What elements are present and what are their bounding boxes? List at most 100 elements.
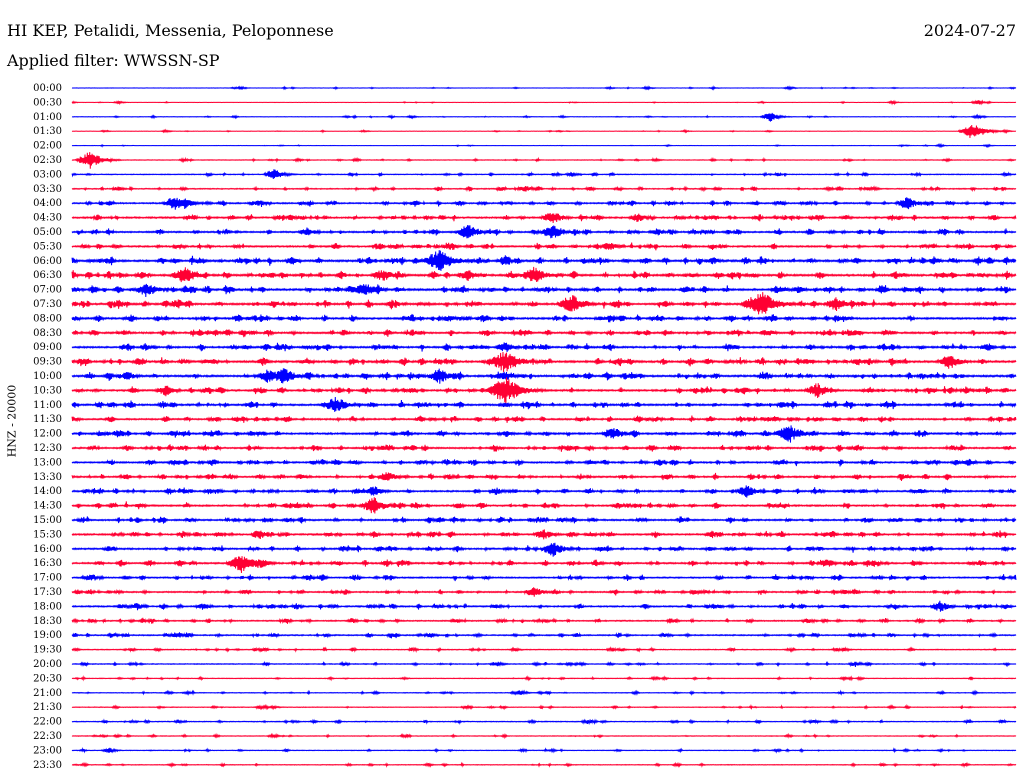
row-time-label: 08:00 xyxy=(33,313,62,324)
row-time-label: 19:30 xyxy=(33,645,62,656)
row-time-label: 04:00 xyxy=(33,198,62,209)
row-time-label: 13:00 xyxy=(33,457,62,468)
seismic-trace xyxy=(71,292,1017,315)
row-time-label: 09:00 xyxy=(33,342,62,353)
plot-date: 2024-07-27 xyxy=(923,21,1016,40)
seismic-trace xyxy=(71,351,1017,373)
row-time-label: 20:00 xyxy=(33,659,62,670)
row-time-label: 17:00 xyxy=(33,573,62,584)
row-time-label: 21:00 xyxy=(33,688,62,699)
seismic-trace xyxy=(71,328,1017,338)
row-time-label: 18:00 xyxy=(33,601,62,612)
seismic-trace xyxy=(71,574,1017,582)
seismic-trace xyxy=(71,675,1017,682)
seismic-trace xyxy=(71,283,1017,297)
row-time-label: 14:00 xyxy=(33,486,62,497)
seismic-trace xyxy=(71,529,1017,540)
seismic-trace xyxy=(71,99,1017,106)
row-time-label: 09:30 xyxy=(33,357,62,368)
row-time-label: 01:30 xyxy=(33,126,62,137)
row-time-label: 06:30 xyxy=(33,270,62,281)
row-time-label: 07:00 xyxy=(33,285,62,296)
seismic-trace xyxy=(71,242,1017,251)
seismic-trace xyxy=(71,85,1017,91)
seismic-trace xyxy=(71,646,1017,653)
row-time-label: 12:00 xyxy=(33,429,62,440)
seismic-trace xyxy=(71,703,1017,711)
seismic-trace xyxy=(71,342,1017,353)
row-time-label: 19:00 xyxy=(33,630,62,641)
seismic-trace xyxy=(71,266,1017,283)
seismic-trace xyxy=(71,197,1017,210)
seismic-trace xyxy=(71,368,1017,384)
seismic-trace xyxy=(71,472,1017,481)
row-time-label: 21:30 xyxy=(33,702,62,713)
row-time-label: 03:30 xyxy=(33,184,62,195)
seismic-trace xyxy=(71,600,1017,612)
seismic-trace xyxy=(71,396,1017,412)
seismic-trace xyxy=(71,587,1017,597)
row-time-label: 23:30 xyxy=(33,760,62,771)
row-time-label: 05:00 xyxy=(33,227,62,238)
row-time-label: 05:30 xyxy=(33,241,62,252)
seismic-trace xyxy=(71,485,1017,498)
row-time-label: 18:30 xyxy=(33,616,62,627)
row-time-label: 22:30 xyxy=(33,731,62,742)
seismic-trace xyxy=(71,516,1017,524)
seismic-trace xyxy=(71,425,1017,443)
row-time-label: 12:30 xyxy=(33,443,62,454)
row-time-label: 10:00 xyxy=(33,371,62,382)
seismic-trace xyxy=(71,313,1017,323)
seismic-trace xyxy=(71,497,1017,514)
row-time-label: 04:30 xyxy=(33,213,62,224)
filter-label: Applied filter: WWSSN-SP xyxy=(7,51,220,70)
row-time-label: 02:00 xyxy=(33,141,62,152)
seismic-trace xyxy=(71,169,1017,180)
row-time-label: 13:30 xyxy=(33,472,62,483)
seismic-trace xyxy=(71,761,1017,769)
row-time-label: 07:30 xyxy=(33,299,62,310)
row-time-label: 15:30 xyxy=(33,529,62,540)
row-time-label: 17:30 xyxy=(33,587,62,598)
seismic-trace xyxy=(71,377,1017,404)
row-time-label: 15:00 xyxy=(33,515,62,526)
row-time-label: 23:00 xyxy=(33,745,62,756)
row-time-label: 02:30 xyxy=(33,155,62,166)
seismic-trace xyxy=(71,213,1017,224)
station-title: HI KEP, Petalidi, Messenia, Peloponnese xyxy=(7,21,334,40)
seismic-trace xyxy=(71,125,1017,138)
row-time-label: 03:00 xyxy=(33,169,62,180)
seismic-trace xyxy=(71,556,1017,573)
seismic-trace xyxy=(71,142,1017,149)
row-time-label: 11:30 xyxy=(33,414,62,425)
seismic-trace xyxy=(71,458,1017,467)
row-time-label: 00:00 xyxy=(33,83,62,94)
row-time-label: 16:30 xyxy=(33,558,62,569)
seismic-trace xyxy=(71,732,1017,740)
seismic-trace xyxy=(71,660,1017,668)
row-time-label: 14:30 xyxy=(33,501,62,512)
seismic-trace xyxy=(71,152,1017,169)
seismic-trace xyxy=(71,746,1017,754)
seismic-trace xyxy=(71,415,1017,423)
seismic-trace xyxy=(71,185,1017,193)
seismic-trace xyxy=(71,225,1017,239)
row-time-label: 16:00 xyxy=(33,544,62,555)
seismic-trace xyxy=(71,112,1017,122)
seismic-trace xyxy=(71,718,1017,725)
seismic-trace xyxy=(71,689,1017,696)
seismic-trace xyxy=(71,444,1017,452)
seismic-trace xyxy=(71,617,1017,625)
row-time-label: 20:30 xyxy=(33,673,62,684)
row-time-label: 11:00 xyxy=(33,400,62,411)
row-time-label: 22:00 xyxy=(33,717,62,728)
row-time-label: 00:30 xyxy=(33,97,62,108)
row-time-label: 10:30 xyxy=(33,385,62,396)
seismic-trace xyxy=(71,631,1017,639)
row-time-label: 08:30 xyxy=(33,328,62,339)
seismic-trace xyxy=(71,542,1017,557)
row-time-label: 06:00 xyxy=(33,256,62,267)
row-time-label: 01:00 xyxy=(33,112,62,123)
seismic-trace xyxy=(71,250,1017,271)
